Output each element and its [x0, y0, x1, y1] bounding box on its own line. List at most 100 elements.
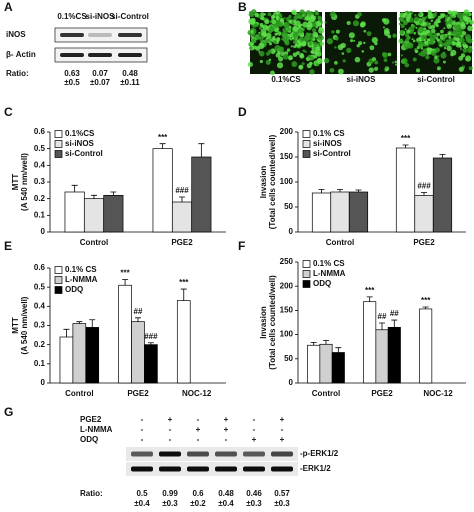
cell: [465, 16, 472, 23]
cell: [369, 45, 375, 51]
ratio-error: ±0.4: [134, 499, 150, 508]
cell: [292, 39, 298, 45]
band: [271, 451, 293, 457]
y-tick-label: 100: [280, 177, 294, 186]
ratio-value: 0.48: [122, 69, 138, 78]
cell: [464, 12, 469, 17]
legend-swatch: [54, 286, 63, 294]
cell: [442, 51, 446, 55]
cell: [261, 36, 265, 39]
cell: [448, 35, 452, 39]
cell: [274, 32, 278, 36]
y-tick-label: 0.5: [34, 144, 46, 153]
band: [60, 53, 84, 57]
cell: [254, 33, 261, 40]
treatment-sign: +: [224, 415, 229, 424]
cell: [374, 60, 379, 65]
x-tick-label: PGE2: [413, 238, 435, 247]
treatment-sign: -: [141, 415, 144, 424]
cell: [372, 57, 376, 62]
bar: [118, 284, 132, 384]
cell: [404, 62, 410, 68]
cell: [267, 49, 272, 54]
error-bar: [335, 347, 342, 353]
error-bar: [355, 189, 362, 192]
cell: [460, 21, 466, 27]
cell: [467, 25, 473, 32]
cell: [265, 59, 271, 65]
legend-label: 0.1% CS: [313, 129, 345, 138]
cell: [311, 27, 317, 33]
cell: [337, 44, 344, 51]
cell: [425, 29, 430, 34]
cell: [318, 26, 323, 31]
cell: [399, 29, 405, 35]
y-axis-label: Invasion: [259, 306, 268, 339]
cell: [358, 41, 363, 46]
cell: [277, 18, 280, 21]
error-bar: [318, 189, 325, 193]
cell: [394, 60, 398, 64]
cell: [299, 52, 302, 55]
treatment-sign: -: [141, 425, 144, 434]
cell: [250, 30, 254, 34]
cell: [324, 21, 327, 24]
cell: [361, 50, 365, 53]
cell: [276, 37, 281, 41]
bar: [171, 201, 193, 233]
cell: [398, 22, 402, 26]
cell: [311, 47, 314, 50]
legend-label: 0.1%CS: [65, 129, 95, 138]
band-label: -ERK1/2: [300, 464, 331, 473]
band: [131, 466, 153, 472]
cell: [426, 23, 430, 27]
bar: [414, 195, 434, 233]
error-bar: [159, 143, 166, 149]
cell: [401, 57, 408, 65]
cell: [419, 50, 427, 57]
error-bar: [147, 342, 154, 345]
bar: [152, 148, 173, 233]
y-tick-label: 50: [284, 202, 293, 211]
cell: [404, 28, 407, 31]
band: [60, 33, 84, 37]
cell: [335, 29, 340, 34]
panel-label: A: [4, 0, 13, 14]
cell: [348, 32, 355, 39]
cell: [465, 45, 469, 49]
cell: [446, 45, 452, 52]
cell: [276, 10, 280, 15]
y-tick-label: 0.4: [34, 301, 46, 310]
cell: [329, 11, 336, 18]
panel-label: B: [238, 0, 247, 14]
significance-mark: ***: [179, 278, 189, 287]
cell: [415, 68, 421, 73]
error-bar: [391, 319, 398, 328]
cell: [407, 42, 412, 47]
cell: [427, 10, 432, 15]
ratio-value: 0.07: [92, 69, 108, 78]
cell: [439, 43, 442, 47]
band: [187, 466, 209, 472]
y-axis-sublabel: (Total cells counted/well): [268, 275, 277, 370]
cell: [255, 23, 259, 27]
cell: [303, 36, 307, 40]
cell: [468, 66, 473, 71]
significance-mark: ###: [417, 182, 431, 191]
treatment-sign: +: [280, 435, 285, 444]
ratio-error: ±0.07: [90, 78, 111, 87]
cell: [277, 56, 284, 62]
y-tick-label: 50: [284, 354, 293, 363]
band: [88, 53, 112, 57]
cell: [463, 42, 467, 45]
cell: [455, 26, 461, 32]
y-axis-sublabel: (Total cells counted/well): [268, 134, 277, 229]
legend-swatch: [54, 276, 63, 284]
cell: [406, 29, 410, 34]
cell: [308, 41, 313, 46]
cell: [433, 57, 440, 64]
band: [215, 466, 237, 472]
cell: [334, 46, 337, 49]
cell: [434, 47, 440, 53]
